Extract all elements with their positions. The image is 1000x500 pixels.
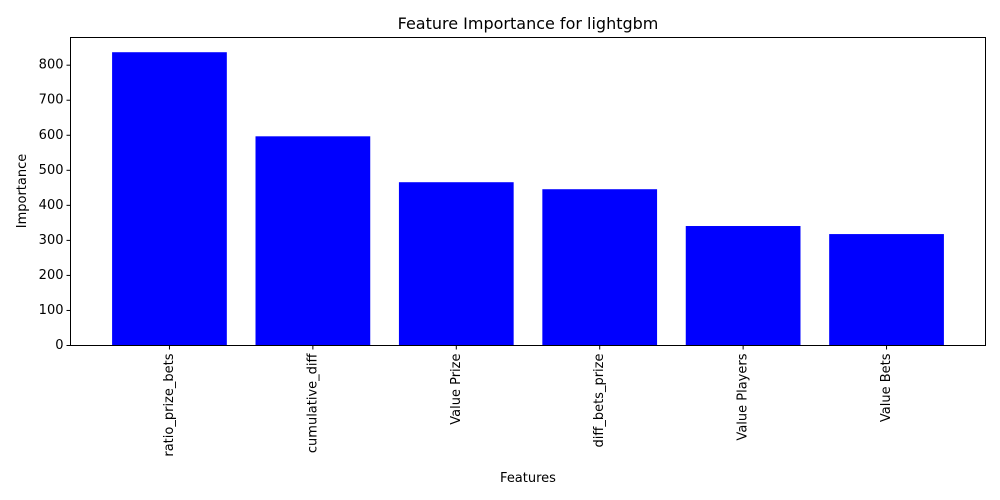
x-tick-label: cumulative_diff [305, 352, 320, 453]
y-tick-label: 600 [39, 128, 64, 143]
y-tick-label: 100 [39, 303, 64, 318]
bar-diff-bets-prize [542, 189, 658, 346]
bars-layer [112, 52, 944, 346]
x-tick-label: Value Prize [449, 354, 464, 425]
chart-title: Feature Importance for lightgbm [398, 14, 659, 33]
bar-cumulative-diff [255, 136, 371, 346]
plot-frame [70, 37, 986, 346]
bar-value-bets [829, 234, 944, 346]
y-tick-label: 0 [55, 338, 63, 353]
x-tick-label: Value Players [736, 353, 751, 440]
x-tick-label: ratio_prize_bets [162, 353, 177, 456]
y-tick-label: 200 [39, 268, 64, 283]
x-axis: ratio_prize_bets cumulative_diff Value Pri… [162, 345, 894, 457]
x-tick-label: Value Bets [879, 353, 894, 422]
y-tick-label: 800 [39, 58, 64, 73]
x-tick-label: diff_bets_prize [592, 354, 607, 448]
y-tick-label: 500 [39, 163, 64, 178]
y-axis: 0 100 200 300 400 500 600 700 800 [39, 58, 71, 353]
y-tick-label: 700 [39, 93, 64, 108]
x-axis-label: Features [500, 471, 556, 486]
bar-value-prize [398, 182, 514, 346]
y-tick-label: 400 [39, 198, 64, 213]
y-tick-label: 300 [39, 233, 64, 248]
y-axis-label: Importance [15, 154, 30, 229]
bar-ratio-prize-bets [112, 52, 227, 346]
bar-value-players [685, 226, 801, 346]
